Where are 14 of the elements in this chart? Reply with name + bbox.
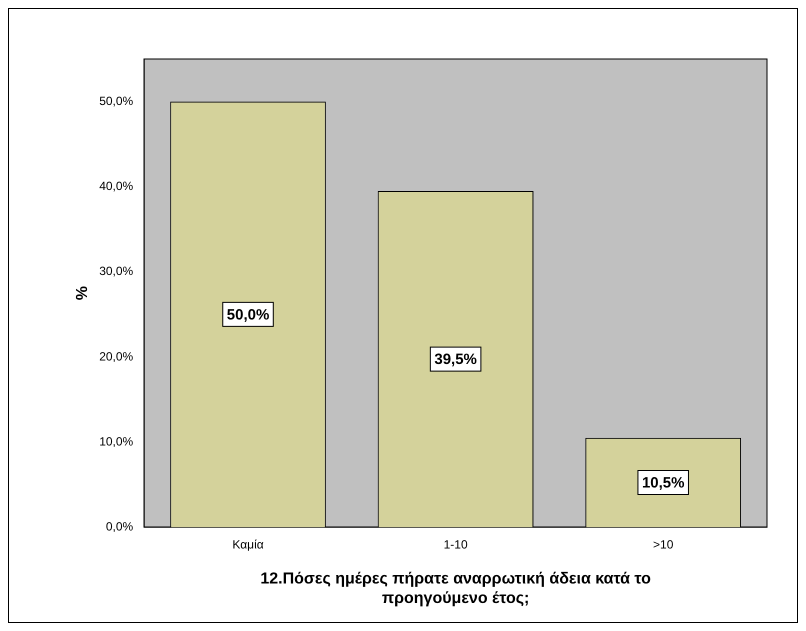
x-tick-label: 1-10 [444,538,468,552]
x-tick-label: Καμία [232,538,264,552]
y-tick-label: 40,0% [99,179,134,194]
y-tick-label: 0,0% [106,520,134,534]
y-tick-label: 20,0% [99,349,134,364]
y-tick-label: 30,0% [99,264,134,278]
x-axis-title: 12.Πόσες ημέρες πήρατε αναρρωτική άδεια κατά το προηγούμενο έτος; [260,570,652,607]
x-tick-label: >10 [653,538,674,552]
data-label: 50,0% [226,306,270,324]
data-label: 10,5% [642,474,684,492]
data-label: 39,5% [434,351,477,368]
y-tick-label: 50,0% [99,94,134,108]
y-axis-title: % [74,286,92,300]
y-tick-label: 10,0% [99,434,134,448]
